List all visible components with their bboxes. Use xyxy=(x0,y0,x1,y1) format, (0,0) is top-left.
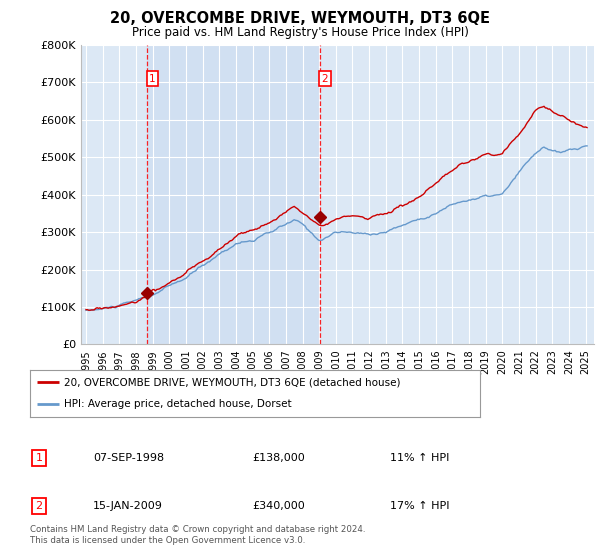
Text: 11% ↑ HPI: 11% ↑ HPI xyxy=(390,453,449,463)
Text: £138,000: £138,000 xyxy=(252,453,305,463)
Text: 2: 2 xyxy=(322,73,328,83)
Text: 15-JAN-2009: 15-JAN-2009 xyxy=(93,501,163,511)
Text: HPI: Average price, detached house, Dorset: HPI: Average price, detached house, Dors… xyxy=(64,399,292,409)
Text: 1: 1 xyxy=(149,73,156,83)
Text: 1: 1 xyxy=(35,453,43,463)
Text: Price paid vs. HM Land Registry's House Price Index (HPI): Price paid vs. HM Land Registry's House … xyxy=(131,26,469,39)
Text: 20, OVERCOMBE DRIVE, WEYMOUTH, DT3 6QE: 20, OVERCOMBE DRIVE, WEYMOUTH, DT3 6QE xyxy=(110,11,490,26)
Text: 20, OVERCOMBE DRIVE, WEYMOUTH, DT3 6QE (detached house): 20, OVERCOMBE DRIVE, WEYMOUTH, DT3 6QE (… xyxy=(64,377,400,388)
Bar xyxy=(148,45,320,344)
Text: 2: 2 xyxy=(35,501,43,511)
Text: 17% ↑ HPI: 17% ↑ HPI xyxy=(390,501,449,511)
Text: 07-SEP-1998: 07-SEP-1998 xyxy=(93,453,164,463)
Text: Contains HM Land Registry data © Crown copyright and database right 2024.
This d: Contains HM Land Registry data © Crown c… xyxy=(30,525,365,545)
Text: £340,000: £340,000 xyxy=(252,501,305,511)
